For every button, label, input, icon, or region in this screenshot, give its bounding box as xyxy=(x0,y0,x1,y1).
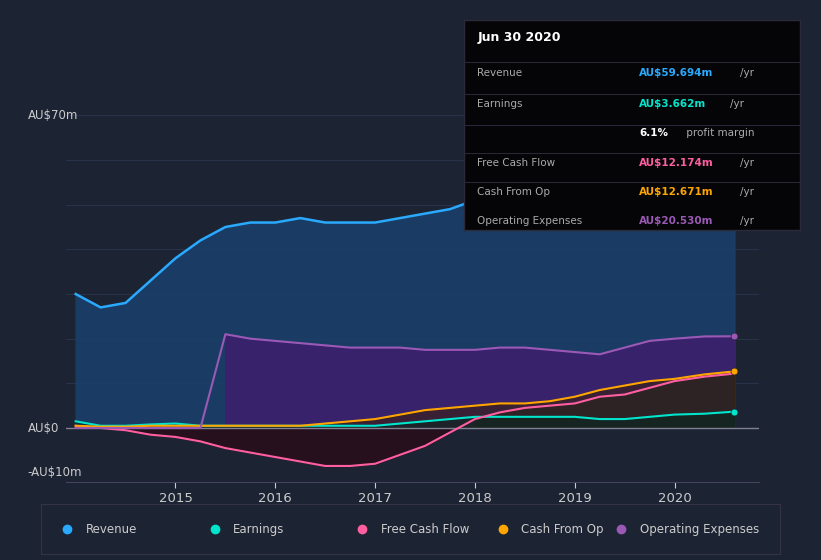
Text: Operating Expenses: Operating Expenses xyxy=(640,522,759,536)
Text: 6.1%: 6.1% xyxy=(639,128,668,138)
Text: /yr: /yr xyxy=(740,68,754,78)
Text: Cash From Op: Cash From Op xyxy=(477,187,550,197)
Text: Earnings: Earnings xyxy=(233,522,285,536)
Text: Free Cash Flow: Free Cash Flow xyxy=(477,158,556,167)
Text: /yr: /yr xyxy=(731,99,745,109)
Text: AU$0: AU$0 xyxy=(28,422,59,435)
Text: Revenue: Revenue xyxy=(85,522,137,536)
Text: Free Cash Flow: Free Cash Flow xyxy=(381,522,470,536)
Text: Cash From Op: Cash From Op xyxy=(521,522,603,536)
Text: AU$12.174m: AU$12.174m xyxy=(639,158,713,167)
Text: AU$59.694m: AU$59.694m xyxy=(639,68,713,78)
Text: Revenue: Revenue xyxy=(477,68,522,78)
Text: /yr: /yr xyxy=(740,217,754,226)
Text: AU$20.530m: AU$20.530m xyxy=(639,217,713,226)
Text: profit margin: profit margin xyxy=(683,128,754,138)
Text: Earnings: Earnings xyxy=(477,99,523,109)
Text: -AU$10m: -AU$10m xyxy=(28,466,82,479)
Text: AU$3.662m: AU$3.662m xyxy=(639,99,706,109)
Text: /yr: /yr xyxy=(740,187,754,197)
Text: Jun 30 2020: Jun 30 2020 xyxy=(477,31,561,44)
Text: AU$12.671m: AU$12.671m xyxy=(639,187,713,197)
Text: AU$70m: AU$70m xyxy=(28,109,78,122)
Text: Operating Expenses: Operating Expenses xyxy=(477,217,583,226)
Text: /yr: /yr xyxy=(740,158,754,167)
